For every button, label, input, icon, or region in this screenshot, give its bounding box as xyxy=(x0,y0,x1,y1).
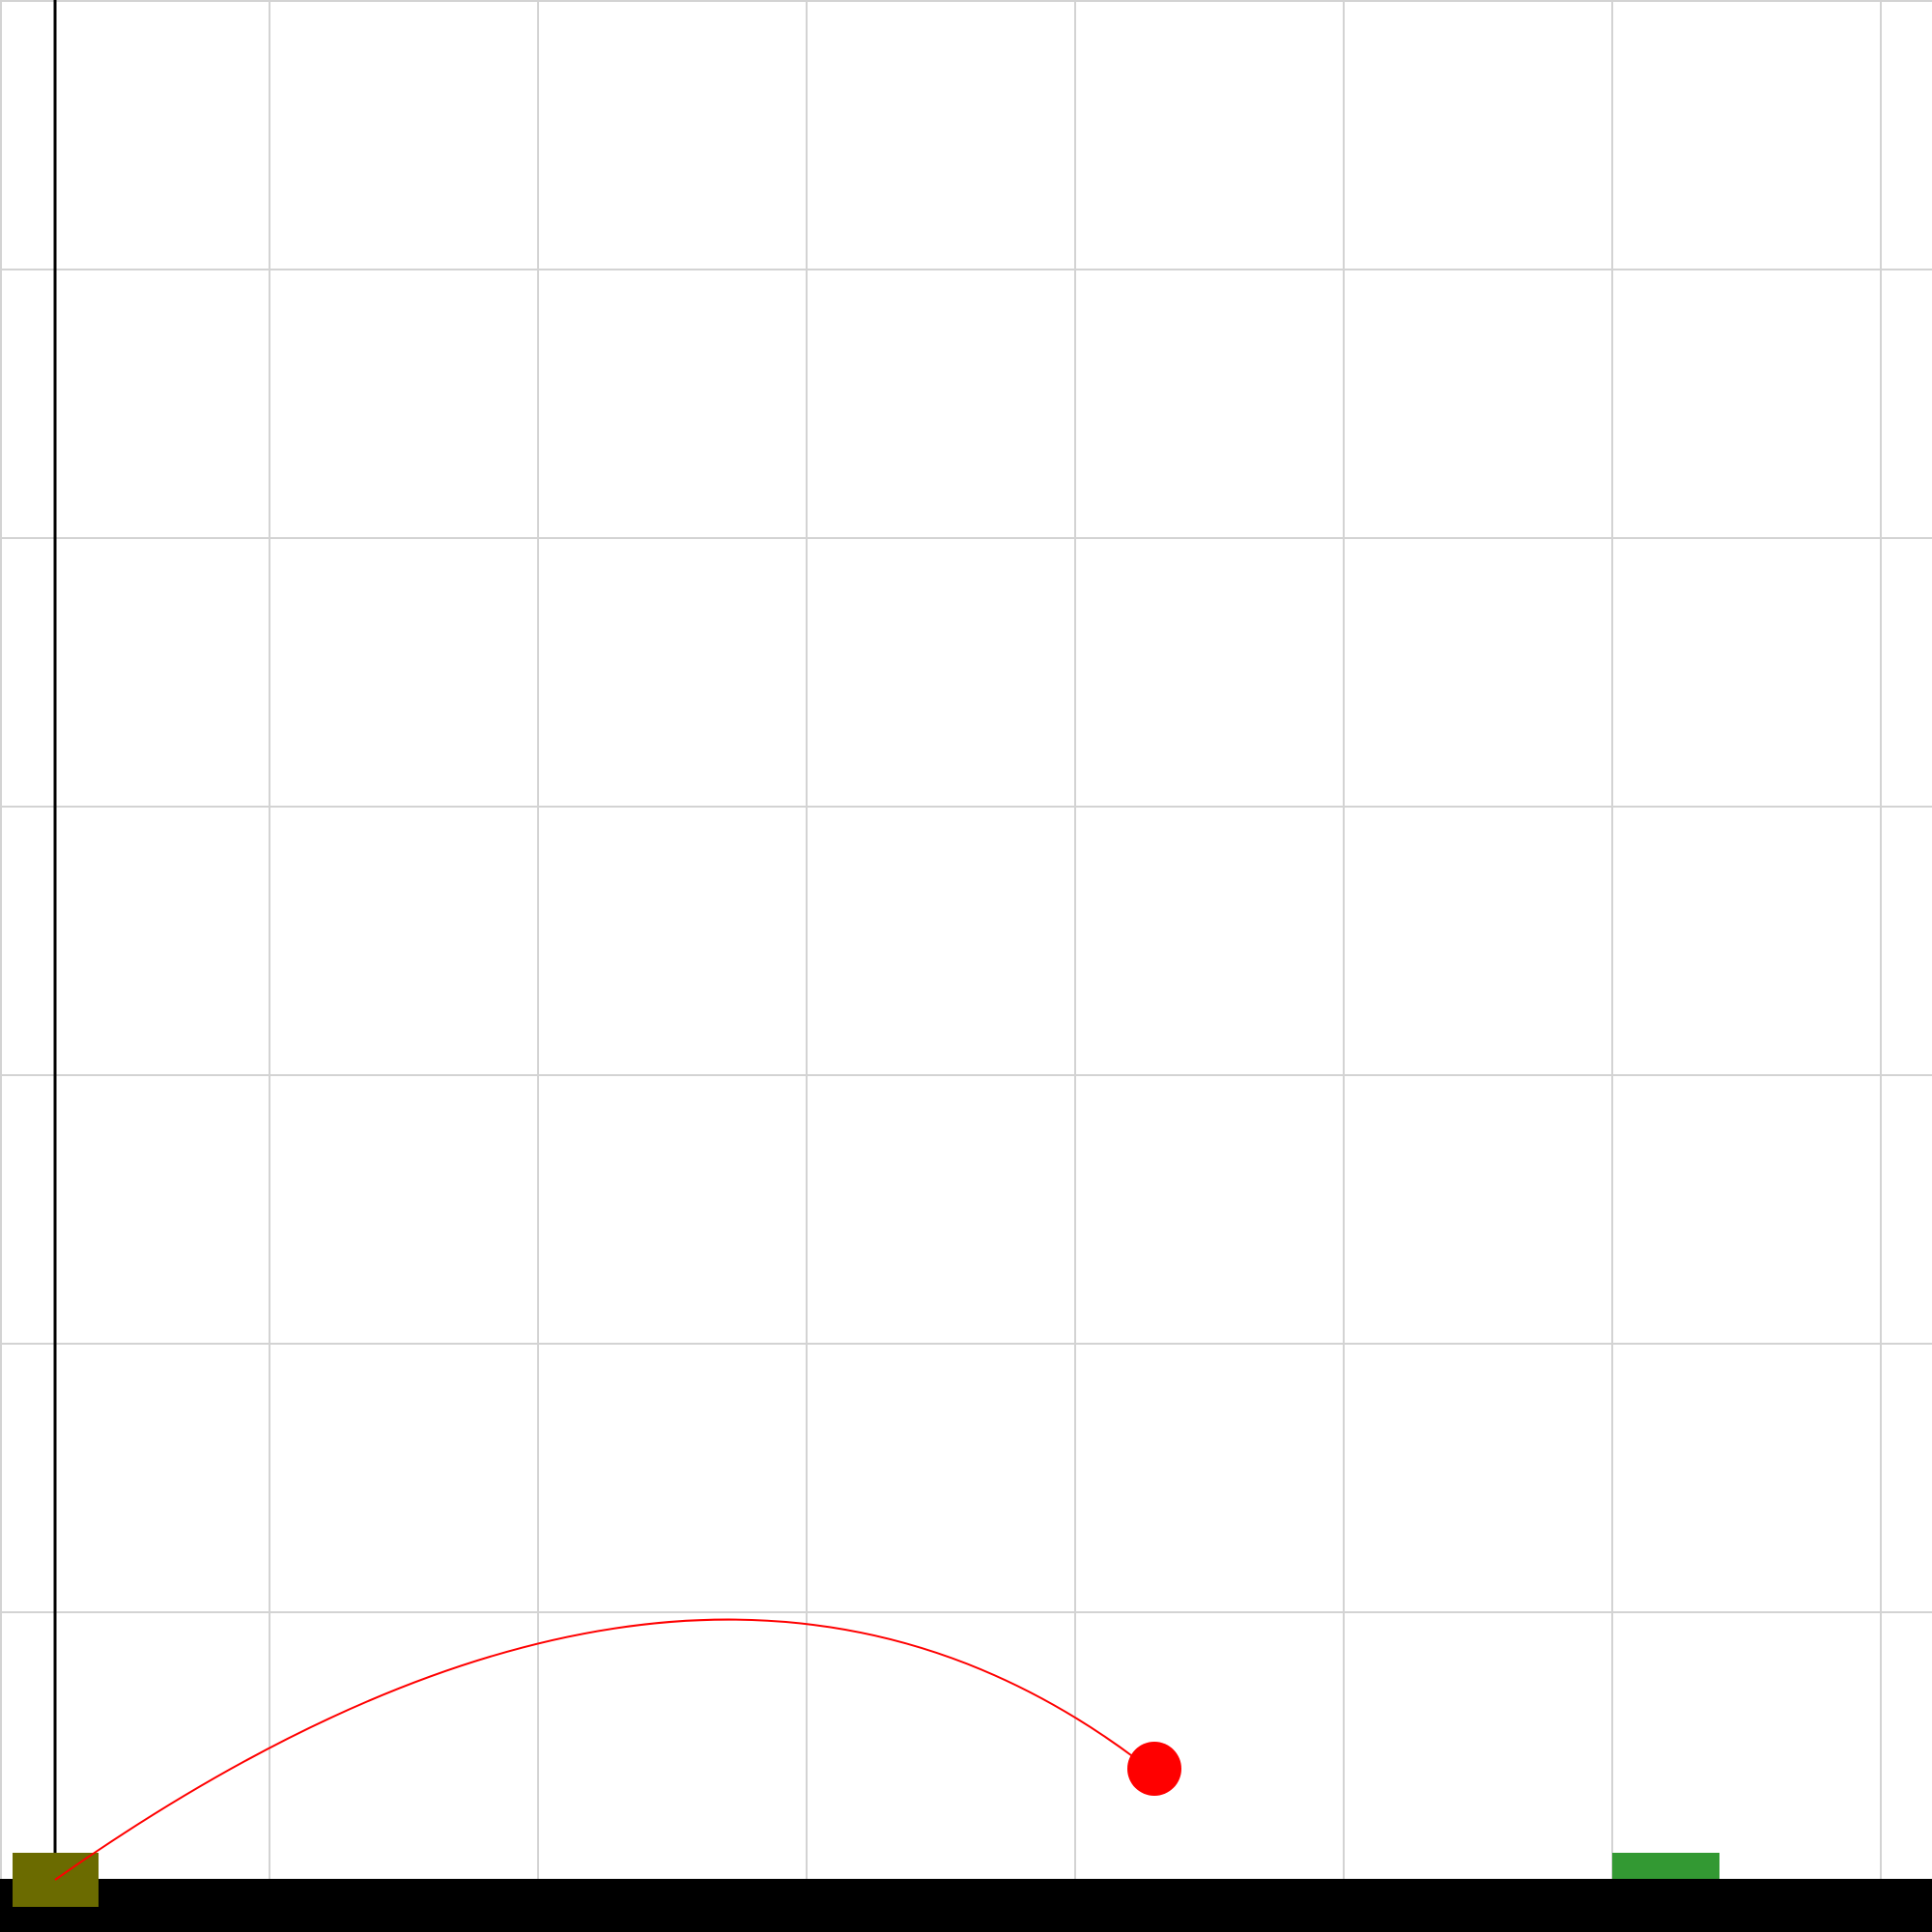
grid xyxy=(0,0,1932,1879)
target-pad xyxy=(1612,1853,1719,1879)
projectile-ball[interactable] xyxy=(1127,1742,1181,1796)
ground xyxy=(0,1879,1932,1932)
trajectory-path xyxy=(54,1618,1136,1881)
